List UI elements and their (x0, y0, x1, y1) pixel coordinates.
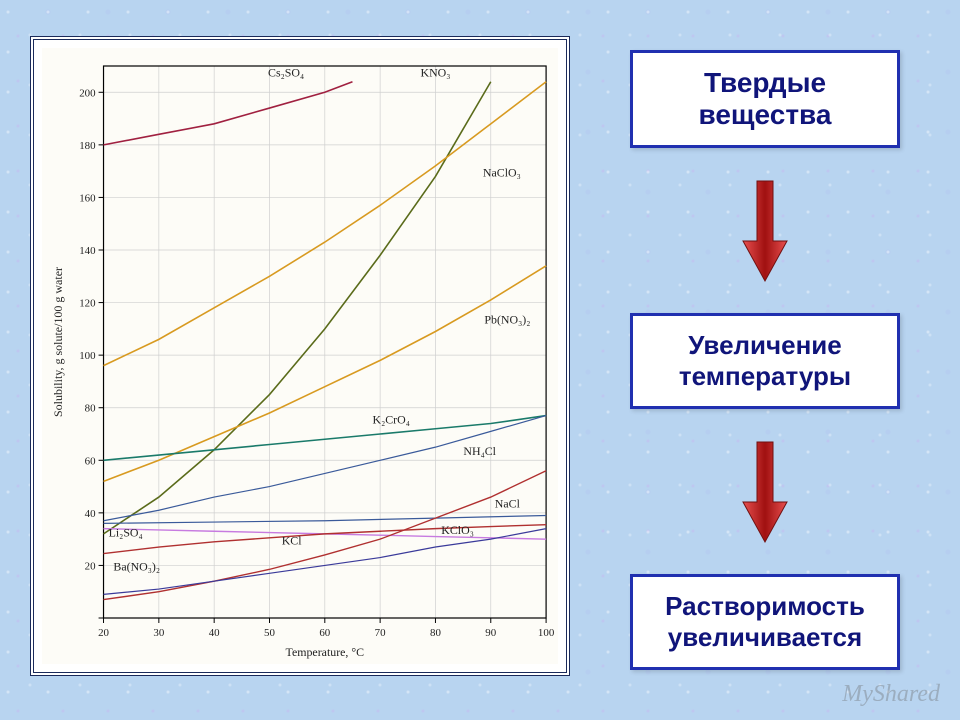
box-line: температуры (649, 361, 881, 392)
right-column: Твердыевещества Увеличениетемпературы Ра… (600, 50, 930, 670)
box-line: Растворимость (649, 591, 881, 622)
watermark-text: MyShared (842, 681, 940, 708)
box-solids: Твердыевещества (630, 50, 900, 148)
svg-text:90: 90 (485, 627, 496, 639)
svg-text:NaCl: NaCl (495, 497, 521, 511)
svg-text:NH₄Cl: NH₄Cl (463, 444, 496, 458)
svg-text:60: 60 (85, 455, 96, 467)
svg-text:Temperature, °C: Temperature, °C (286, 645, 365, 659)
arrow-down-icon (735, 437, 795, 547)
svg-text:20: 20 (98, 627, 109, 639)
svg-text:80: 80 (430, 627, 441, 639)
svg-text:120: 120 (79, 298, 96, 310)
box-line: Твердые (649, 67, 881, 99)
svg-text:KNO₃: KNO₃ (420, 65, 450, 79)
svg-text:NaClO₃: NaClO₃ (483, 165, 521, 179)
svg-text:K₂CrO₄: K₂CrO₄ (373, 412, 410, 426)
box-solubility: Растворимостьувеличивается (630, 574, 900, 670)
svg-text:60: 60 (319, 627, 330, 639)
svg-text:30: 30 (153, 627, 164, 639)
svg-text:Solubility, g solute/100 g wat: Solubility, g solute/100 g water (51, 267, 65, 417)
svg-text:Ba(NO₃)₂: Ba(NO₃)₂ (113, 560, 160, 574)
arrow-down-icon (735, 176, 795, 286)
svg-text:Pb(NO₃)₂: Pb(NO₃)₂ (484, 313, 530, 327)
svg-text:100: 100 (538, 627, 555, 639)
svg-text:40: 40 (209, 627, 220, 639)
svg-text:80: 80 (85, 403, 96, 415)
svg-text:KCl: KCl (282, 533, 303, 547)
svg-text:KClO₃: KClO₃ (441, 523, 474, 537)
svg-text:140: 140 (79, 245, 96, 257)
svg-text:200: 200 (79, 87, 96, 99)
chart-inner: 20 30 40 50 60 70 80 90 100 20 40 60 80 100 120 140 160 1… (42, 48, 558, 664)
svg-text:100: 100 (79, 350, 96, 362)
box-line: вещества (649, 99, 881, 131)
svg-text:160: 160 (79, 192, 96, 204)
svg-text:Li₂SO₄: Li₂SO₄ (109, 525, 143, 539)
svg-text:50: 50 (264, 627, 275, 639)
svg-text:20: 20 (85, 560, 96, 572)
box-temperature: Увеличениетемпературы (630, 313, 900, 409)
box-line: увеличивается (649, 622, 881, 653)
chart-frame: 20 30 40 50 60 70 80 90 100 20 40 60 80 100 120 140 160 1… (30, 36, 570, 676)
svg-text:180: 180 (79, 140, 96, 152)
svg-text:40: 40 (85, 508, 96, 520)
box-line: Увеличение (649, 330, 881, 361)
solubility-chart: 20 30 40 50 60 70 80 90 100 20 40 60 80 100 120 140 160 1… (42, 48, 558, 664)
svg-text:Cs₂SO₄: Cs₂SO₄ (268, 65, 304, 79)
svg-text:70: 70 (375, 627, 386, 639)
